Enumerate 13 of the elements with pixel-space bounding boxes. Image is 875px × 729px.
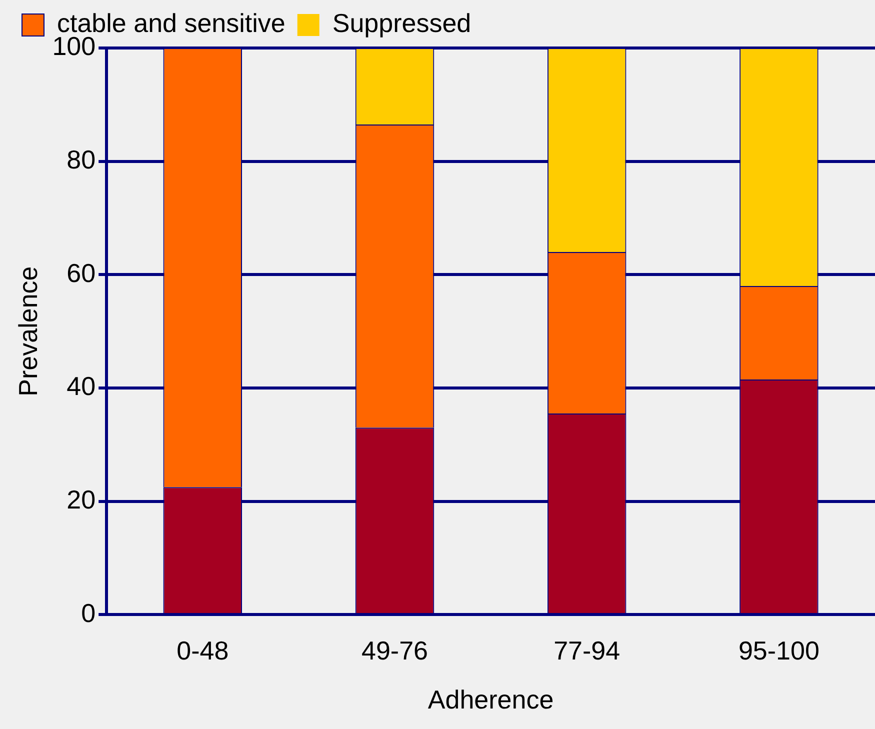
- x-tick-label: 0-48: [176, 635, 229, 666]
- y-tick-label: 100: [52, 31, 96, 62]
- y-tick-label: 80: [66, 144, 96, 174]
- x-axis-title: Adherence: [428, 684, 554, 715]
- legend-label: Suppressed: [332, 8, 472, 38]
- x-tick-label: 77-94: [554, 635, 620, 666]
- y-tick-label: 0: [81, 598, 96, 628]
- y-axis-title: Prevalence: [12, 266, 43, 396]
- y-tick-label: 40: [66, 371, 96, 402]
- x-tick-label: 49-76: [361, 635, 428, 666]
- y-tick-label: 20: [66, 484, 96, 514]
- x-tick-label: 95-100: [738, 635, 820, 666]
- y-tick-label: 60: [66, 258, 96, 288]
